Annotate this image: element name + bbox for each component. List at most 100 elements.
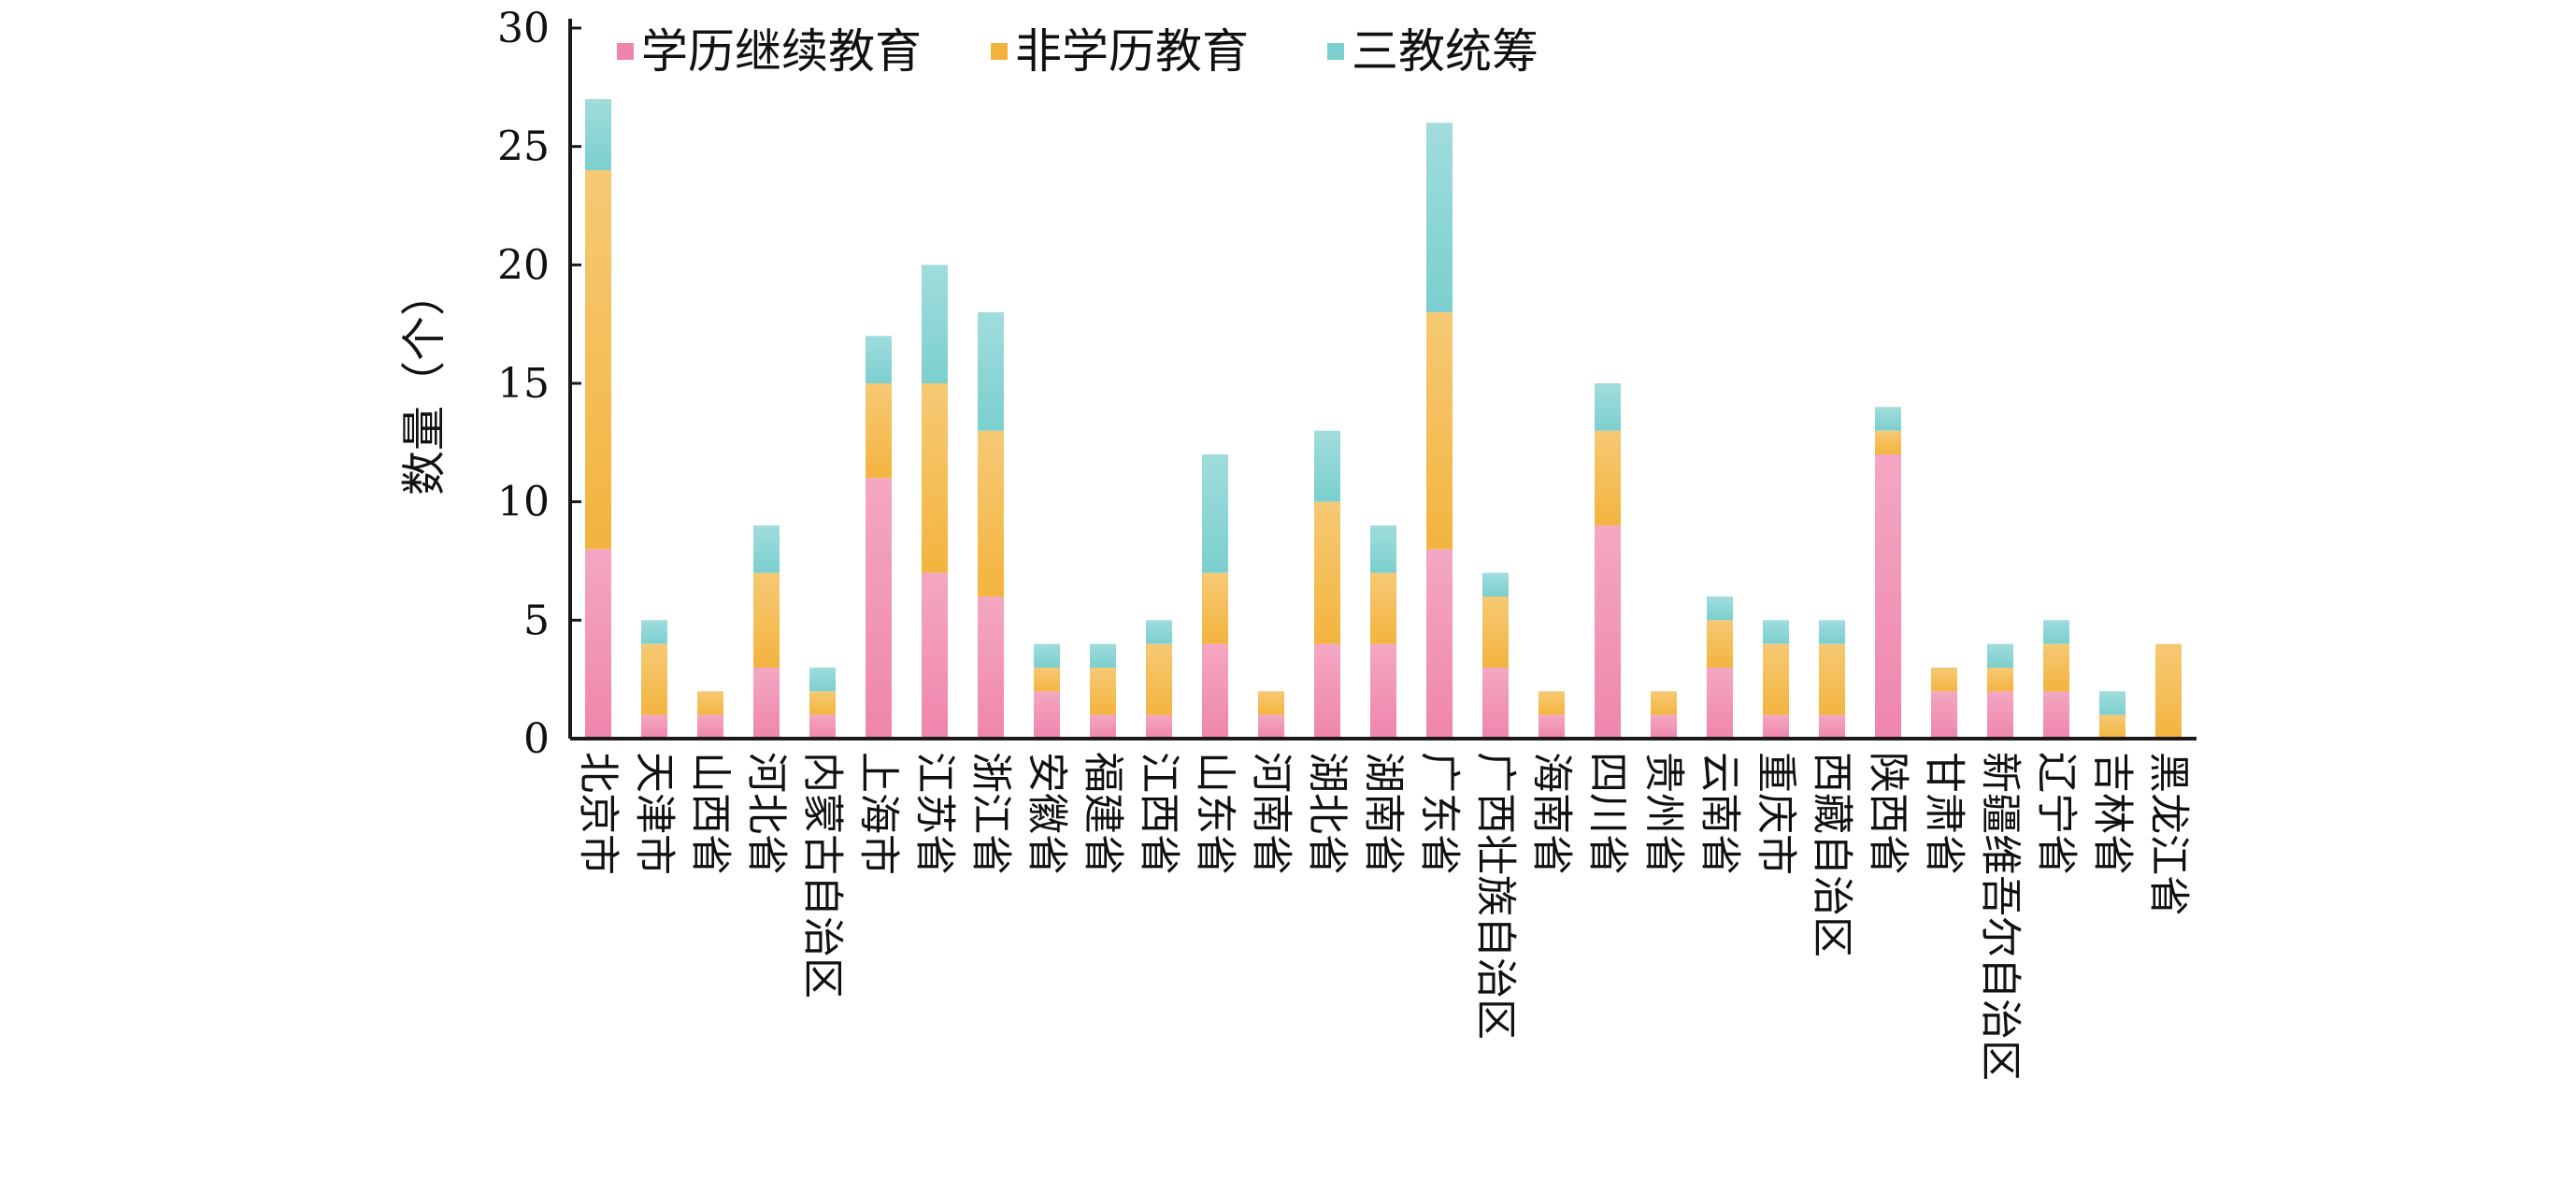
x-category-label: 吉林省 [2089,752,2137,875]
bar-segment-3-28 [2099,691,2125,715]
bar-segment-3-12 [1202,454,1228,573]
bar-segment-3-4 [753,525,780,573]
bar-segment-3-24 [1875,407,1901,431]
bar-segment-3-16 [1426,122,1453,312]
x-category-label: 云南省 [1696,752,1744,875]
x-category-label: 上海市 [855,752,903,875]
y-tick-label: 10 [497,479,550,526]
bar-segment-1-27 [2043,691,2069,739]
x-category-label: 西藏自治区 [1809,752,1856,957]
bar-segment-3-2 [641,620,667,644]
x-category-label: 广西壮族自治区 [1472,752,1520,1040]
x-category-label: 内蒙古自治区 [799,752,847,999]
y-tick-label: 30 [497,5,550,52]
x-category-label: 江西省 [1136,752,1183,875]
bar-segment-1-26 [1987,691,2013,739]
y-tick-label: 25 [497,123,550,171]
y-tick-label: 5 [523,597,550,644]
x-category-label: 北京市 [575,752,623,875]
bar-segment-2-29 [2155,643,2182,739]
bar-segment-1-3 [697,714,723,739]
bar-segment-3-7 [922,265,948,383]
bar-segment-1-10 [1090,714,1116,739]
x-category-label: 黑龙江省 [2145,752,2193,916]
bar-segment-1-24 [1875,454,1901,739]
bar-segment-1-8 [978,597,1004,739]
x-category-label: 河南省 [1248,752,1295,875]
bar-segment-2-1 [585,170,611,550]
bar-segment-2-4 [753,572,780,668]
bar-segment-3-19 [1595,383,1621,431]
bar-segment-2-25 [1931,668,1957,692]
bar-segment-2-3 [697,691,723,715]
bar-segment-1-4 [753,668,780,739]
bar-segment-2-6 [866,383,892,479]
legend-swatch-3 [1327,43,1344,60]
x-category-label: 浙江省 [967,752,1015,875]
x-category-label: 天津市 [631,752,679,875]
axes-layer: 0 5 10 15 20 25 30 北京市 天津市 山西省 河北省 内蒙古自治区 上海市 江苏省 浙江省安… [497,5,2197,1081]
bar-segment-2-19 [1595,430,1621,525]
bar-segment-1-13 [1258,714,1284,739]
x-category-label: 陕西省 [1865,752,1912,875]
x-category-label: 山东省 [1192,752,1239,875]
bar-segment-2-10 [1090,668,1116,715]
bar-segment-1-20 [1651,714,1677,739]
x-category-label: 辽宁省 [2033,752,2081,875]
bar-segment-3-26 [1987,643,2013,668]
x-category-label: 甘肃省 [1921,752,1968,875]
legend-label-1: 学历继续教育 [641,24,922,79]
bar-segment-2-12 [1202,572,1228,644]
bar-segment-2-7 [922,383,948,573]
bar-segment-3-8 [978,312,1004,431]
legend-label-3: 三教统筹 [1352,24,1538,79]
bar-segment-1-15 [1370,643,1396,739]
bar-segment-1-11 [1146,714,1172,739]
bars-layer [585,99,2182,739]
bar-segment-2-17 [1482,597,1509,668]
bar-segment-3-9 [1034,643,1060,668]
x-category-label: 海南省 [1528,752,1576,875]
bar-segment-1-23 [1819,714,1845,739]
bar-segment-3-23 [1819,620,1845,644]
bar-segment-3-6 [866,336,892,383]
bar-segment-2-27 [2043,643,2069,692]
bar-segment-3-1 [585,99,611,170]
y-tick-label: 0 [523,715,550,763]
bar-segment-2-9 [1034,668,1060,692]
bar-segment-3-17 [1482,572,1509,597]
bar-segment-1-14 [1314,643,1340,739]
bar-segment-1-22 [1763,714,1789,739]
bar-segment-2-21 [1707,620,1733,668]
bar-segment-3-5 [809,668,836,692]
bar-segment-1-19 [1595,525,1621,739]
bar-segment-1-16 [1426,549,1453,739]
y-tick-label: 15 [497,360,550,408]
bar-segment-3-14 [1314,430,1340,502]
bar-segment-3-22 [1763,620,1789,644]
bar-segment-2-23 [1819,643,1845,715]
legend-label-2: 非学历教育 [1015,24,1249,79]
bar-segment-3-10 [1090,643,1116,668]
bar-segment-3-27 [2043,620,2069,644]
bar-segment-2-16 [1426,312,1453,550]
bar-segment-1-5 [809,714,836,739]
bar-segment-3-15 [1370,525,1396,573]
x-category-label: 新疆维吾尔自治区 [1977,752,2025,1081]
bar-segment-2-11 [1146,643,1172,715]
x-category-label: 四川省 [1584,752,1632,875]
x-category-label: 山西省 [687,752,735,875]
bar-segment-1-9 [1034,691,1060,739]
bar-segment-2-8 [978,430,1004,597]
bar-segment-2-28 [2099,714,2125,739]
x-category-label: 重庆市 [1753,752,1800,875]
bar-segment-2-20 [1651,691,1677,715]
bar-segment-2-22 [1763,643,1789,715]
bar-segment-2-26 [1987,668,2013,692]
bar-segment-2-2 [641,643,667,715]
x-category-label: 安徽省 [1023,752,1071,875]
bar-segment-1-2 [641,714,667,739]
x-category-label: 贵州省 [1640,752,1688,875]
bar-segment-1-1 [585,549,611,739]
